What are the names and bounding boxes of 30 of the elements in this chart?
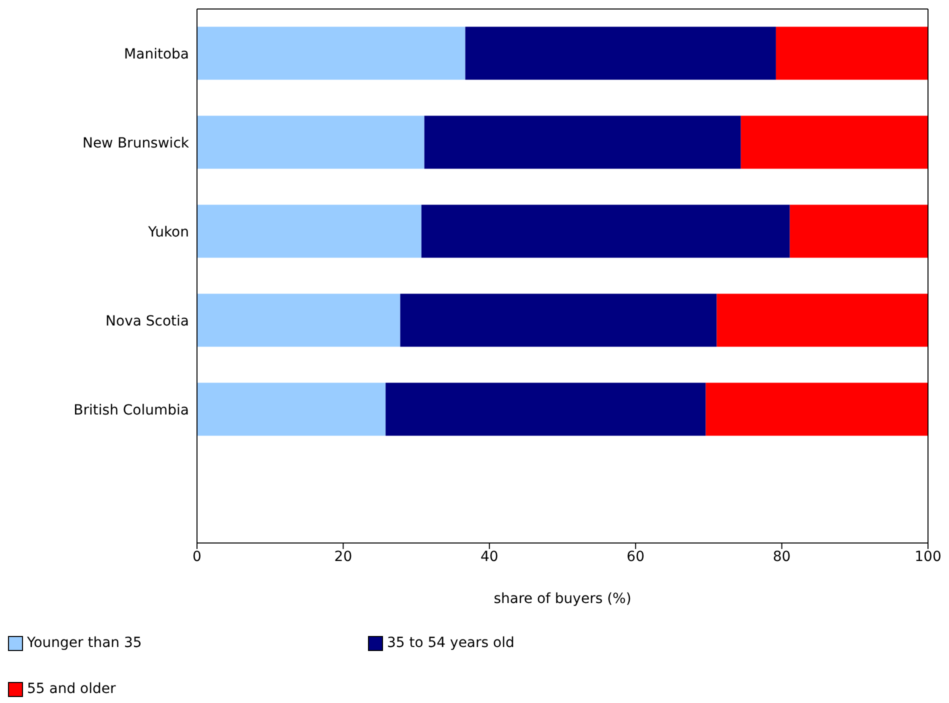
bar bbox=[197, 294, 400, 347]
x-tick-label: 60 bbox=[626, 548, 645, 565]
bar bbox=[706, 382, 928, 436]
legend-label: 55 and older bbox=[27, 681, 116, 697]
bar bbox=[776, 26, 928, 80]
bar bbox=[421, 204, 790, 258]
y-tick-label: Yukon bbox=[147, 224, 189, 240]
x-tick-label: 0 bbox=[192, 548, 202, 565]
bar bbox=[465, 26, 776, 80]
bar bbox=[197, 204, 422, 258]
y-tick-label: British Columbia bbox=[74, 402, 189, 418]
x-tick-label: 20 bbox=[334, 548, 352, 565]
bar bbox=[790, 204, 928, 258]
bar bbox=[424, 116, 741, 169]
x-axis-title: share of buyers (%) bbox=[494, 591, 632, 607]
x-tick-label: 80 bbox=[772, 548, 791, 565]
bar bbox=[197, 26, 466, 80]
bar bbox=[740, 116, 928, 169]
x-tick-label: 100 bbox=[914, 548, 942, 565]
y-tick-label: New Brunswick bbox=[82, 135, 190, 152]
y-tick-label: Manitoba bbox=[124, 46, 189, 62]
x-tick-label: 40 bbox=[480, 548, 498, 565]
bar bbox=[400, 294, 717, 347]
legend-label: Younger than 35 bbox=[27, 635, 142, 651]
bar bbox=[197, 116, 424, 169]
legend-label: 35 to 54 years old bbox=[387, 635, 514, 651]
bar bbox=[386, 382, 706, 436]
bar bbox=[716, 294, 928, 347]
y-tick-label: Nova Scotia bbox=[106, 313, 189, 330]
bar bbox=[197, 382, 386, 436]
